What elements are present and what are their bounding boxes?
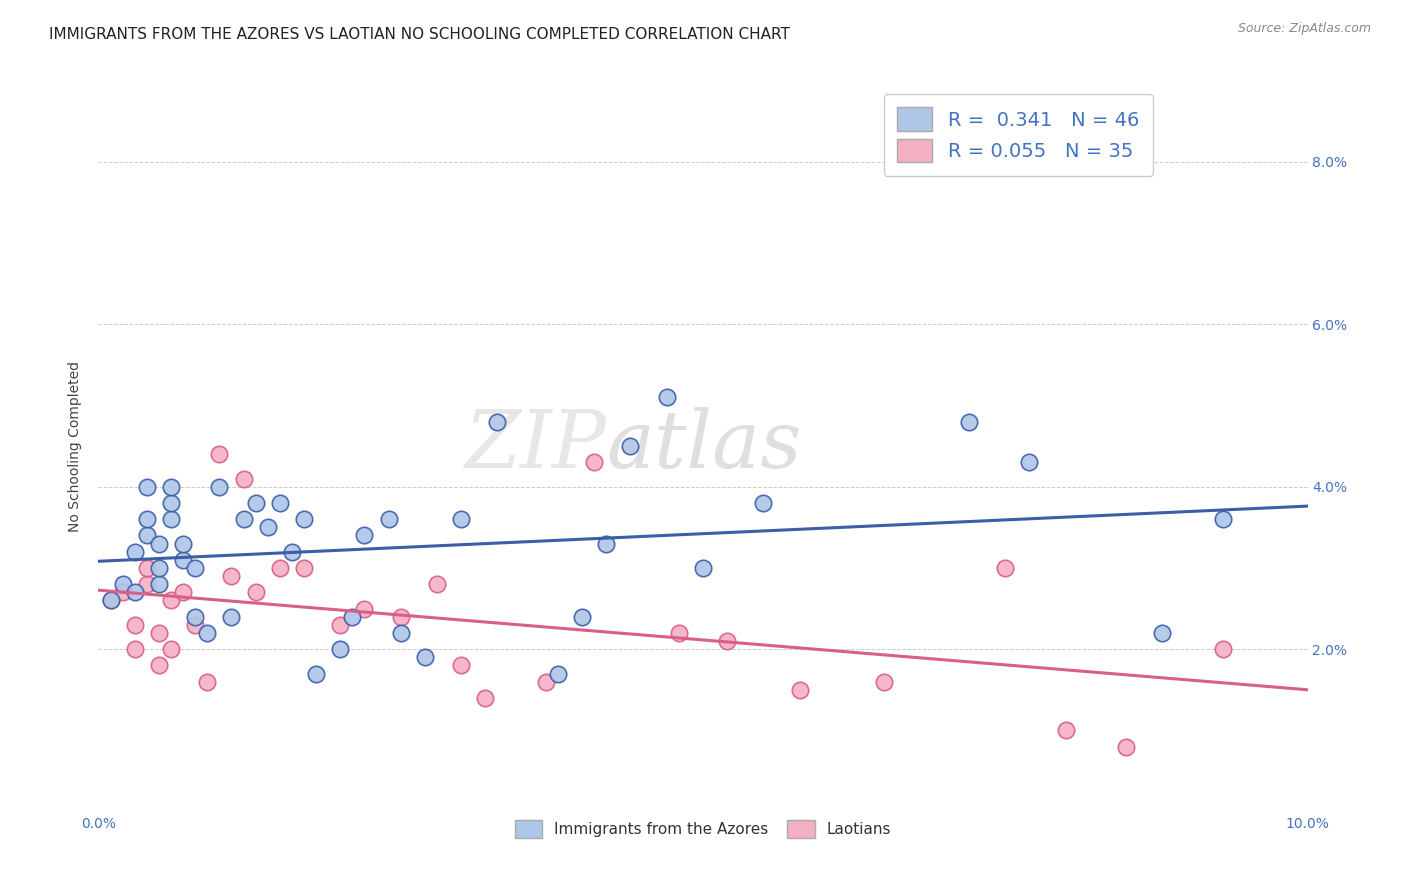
Point bbox=[329, 642, 352, 657]
Point bbox=[571, 609, 593, 624]
Point bbox=[160, 480, 183, 494]
Point bbox=[245, 496, 267, 510]
Legend: Immigrants from the Azores, Laotians: Immigrants from the Azores, Laotians bbox=[509, 814, 897, 845]
Point bbox=[160, 496, 183, 510]
Point bbox=[100, 593, 122, 607]
Point bbox=[329, 617, 352, 632]
Point bbox=[281, 544, 304, 558]
Point bbox=[160, 642, 183, 657]
Point bbox=[413, 650, 436, 665]
Point bbox=[135, 480, 157, 494]
Point bbox=[583, 455, 606, 469]
Point bbox=[716, 634, 738, 648]
Point bbox=[135, 561, 157, 575]
Point bbox=[172, 536, 194, 550]
Point bbox=[148, 658, 170, 673]
Text: IMMIGRANTS FROM THE AZORES VS LAOTIAN NO SCHOOLING COMPLETED CORRELATION CHART: IMMIGRANTS FROM THE AZORES VS LAOTIAN NO… bbox=[49, 27, 790, 42]
Point bbox=[752, 496, 775, 510]
Point bbox=[135, 512, 157, 526]
Point bbox=[232, 471, 254, 485]
Point bbox=[474, 690, 496, 705]
Point bbox=[292, 512, 315, 526]
Point bbox=[1115, 739, 1137, 754]
Point bbox=[221, 609, 243, 624]
Y-axis label: No Schooling Completed: No Schooling Completed bbox=[69, 360, 83, 532]
Point bbox=[148, 577, 170, 591]
Point bbox=[100, 593, 122, 607]
Point bbox=[1212, 642, 1234, 657]
Point bbox=[486, 415, 509, 429]
Point bbox=[195, 674, 218, 689]
Point bbox=[1054, 723, 1077, 738]
Point bbox=[124, 544, 146, 558]
Point bbox=[353, 601, 375, 615]
Point bbox=[619, 439, 641, 453]
Point bbox=[124, 585, 146, 599]
Point bbox=[1018, 455, 1040, 469]
Point bbox=[111, 577, 134, 591]
Point bbox=[873, 674, 896, 689]
Text: Source: ZipAtlas.com: Source: ZipAtlas.com bbox=[1237, 22, 1371, 36]
Point bbox=[195, 626, 218, 640]
Point bbox=[957, 415, 980, 429]
Point bbox=[305, 666, 328, 681]
Point bbox=[208, 447, 231, 461]
Point bbox=[172, 585, 194, 599]
Text: ZIP: ZIP bbox=[464, 408, 606, 484]
Point bbox=[789, 682, 811, 697]
Text: atlas: atlas bbox=[606, 408, 801, 484]
Point bbox=[208, 480, 231, 494]
Point bbox=[269, 496, 291, 510]
Point bbox=[377, 512, 399, 526]
Point bbox=[426, 577, 449, 591]
Point bbox=[221, 569, 243, 583]
Point bbox=[353, 528, 375, 542]
Point bbox=[111, 585, 134, 599]
Point bbox=[148, 561, 170, 575]
Point bbox=[232, 512, 254, 526]
Point bbox=[389, 609, 412, 624]
Point bbox=[184, 561, 207, 575]
Point bbox=[172, 553, 194, 567]
Point bbox=[655, 390, 678, 404]
Point bbox=[547, 666, 569, 681]
Point bbox=[148, 626, 170, 640]
Point bbox=[256, 520, 278, 534]
Point bbox=[184, 617, 207, 632]
Point bbox=[292, 561, 315, 575]
Point bbox=[668, 626, 690, 640]
Point bbox=[389, 626, 412, 640]
Point bbox=[269, 561, 291, 575]
Point bbox=[595, 536, 617, 550]
Point bbox=[534, 674, 557, 689]
Point bbox=[135, 577, 157, 591]
Point bbox=[450, 512, 472, 526]
Point bbox=[994, 561, 1017, 575]
Point bbox=[342, 609, 364, 624]
Point bbox=[1212, 512, 1234, 526]
Point bbox=[245, 585, 267, 599]
Point bbox=[124, 617, 146, 632]
Point bbox=[160, 512, 183, 526]
Point bbox=[160, 593, 183, 607]
Point bbox=[184, 609, 207, 624]
Point bbox=[692, 561, 714, 575]
Point bbox=[124, 642, 146, 657]
Point bbox=[135, 528, 157, 542]
Point bbox=[148, 536, 170, 550]
Point bbox=[1152, 626, 1174, 640]
Point bbox=[450, 658, 472, 673]
